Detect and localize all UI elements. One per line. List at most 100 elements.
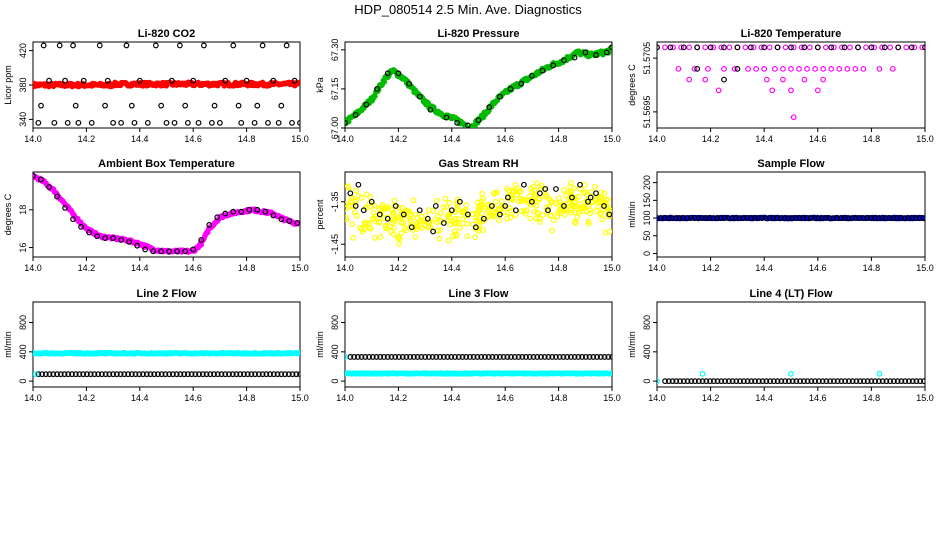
data-point (297, 371, 300, 378)
data-point (801, 76, 808, 83)
data-point (345, 216, 350, 223)
data-point (815, 215, 822, 221)
data-point (686, 44, 693, 51)
data-point (382, 223, 389, 230)
data-point (670, 44, 676, 51)
x-tick-label: 14.2 (702, 263, 720, 273)
data-point (680, 378, 687, 385)
x-tick-label: 14.8 (550, 393, 568, 403)
data-point (586, 354, 593, 360)
data-point (432, 203, 439, 209)
data-point (550, 62, 557, 69)
data-point (265, 119, 271, 126)
data-point (594, 354, 600, 360)
x-tick-label: 14.0 (24, 263, 42, 273)
data-point (354, 354, 361, 360)
data-point (362, 354, 369, 360)
data-point (407, 215, 414, 222)
plot-data (33, 349, 300, 378)
data-point (789, 215, 795, 221)
data-point (418, 354, 425, 360)
data-point (349, 202, 356, 209)
panel-title: Line 2 Flow (137, 288, 197, 300)
panel-title: Li-820 Pressure (438, 28, 520, 40)
data-point (351, 354, 357, 360)
data-point (820, 76, 827, 83)
data-point (464, 211, 471, 218)
data-point (377, 234, 384, 240)
data-point (750, 44, 757, 51)
data-point (751, 215, 758, 221)
data-point (46, 77, 52, 84)
x-tick-label: 14.4 (131, 134, 149, 144)
data-point (207, 371, 214, 378)
data-point (898, 378, 905, 385)
data-point (872, 378, 879, 385)
data-point (725, 215, 732, 221)
data-point (237, 371, 244, 378)
panel-5: Gas Stream RH 14.0 14.2 14.4 14.6 14.8 15.0 -1.… (315, 158, 621, 273)
data-point (496, 93, 503, 100)
data-point (230, 42, 237, 49)
data-point (761, 44, 768, 51)
data-point (577, 201, 583, 207)
data-point (366, 354, 372, 360)
data-point (876, 65, 883, 72)
data-point (158, 371, 165, 378)
data-point (732, 215, 739, 221)
x-tick-label: 15.0 (916, 134, 934, 144)
data-point (190, 77, 197, 84)
y-tick-label: 340 (18, 112, 28, 127)
data-point (396, 354, 402, 360)
data-point (913, 378, 920, 385)
data-point (815, 378, 822, 385)
data-point (355, 181, 362, 188)
y-tick-label: 67.30 (330, 39, 340, 62)
data-point (485, 208, 492, 215)
data-point (140, 371, 146, 378)
data-point (400, 211, 407, 218)
data-point (695, 215, 702, 221)
data-point (864, 378, 871, 385)
data-point (905, 215, 912, 221)
data-point (422, 354, 429, 360)
data-point (519, 196, 526, 203)
data-point (33, 172, 36, 179)
data-point (789, 378, 796, 385)
x-tick-label: 14.2 (78, 263, 96, 273)
data-point (879, 378, 886, 385)
data-point (921, 378, 925, 385)
data-point (774, 44, 781, 51)
data-point (515, 354, 522, 360)
data-point (830, 215, 837, 221)
data-point (755, 378, 762, 385)
data-point (863, 44, 869, 51)
data-point (530, 354, 537, 360)
data-point (585, 218, 592, 225)
data-point (95, 371, 102, 378)
data-point (531, 193, 537, 200)
data-point (587, 207, 593, 213)
y-tick-label: 380 (18, 77, 28, 92)
x-tick-label: 14.2 (78, 393, 96, 403)
data-point (729, 215, 735, 221)
data-point (410, 354, 417, 360)
data-point (430, 228, 437, 235)
data-point (549, 354, 556, 360)
data-point (906, 378, 912, 385)
data-point (721, 44, 727, 51)
data-point (102, 371, 109, 378)
data-point (736, 215, 743, 221)
data-point (192, 371, 199, 378)
data-point (785, 215, 792, 221)
data-point (814, 44, 821, 51)
data-point (353, 187, 359, 194)
x-tick-label: 14.8 (863, 393, 881, 403)
x-tick-label: 14.0 (648, 263, 666, 273)
data-point (162, 371, 169, 378)
data-point (844, 65, 851, 72)
panel-title: Gas Stream RH (438, 158, 518, 170)
data-point (182, 102, 189, 109)
data-point (665, 378, 672, 385)
data-point (763, 378, 770, 385)
